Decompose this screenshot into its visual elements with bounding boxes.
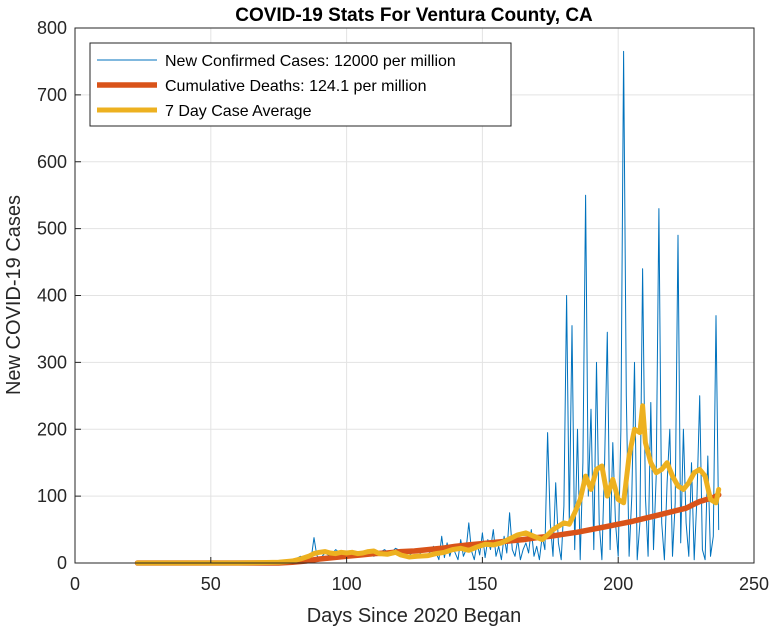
legend-box xyxy=(89,42,512,127)
chart-title: COVID-19 Stats For Ventura County, CA xyxy=(235,5,593,26)
x-axis-label: Days Since 2020 Began xyxy=(307,605,522,627)
y-tick-label: 400 xyxy=(37,286,67,306)
y-tick-label: 700 xyxy=(37,85,67,105)
y-tick-label: 600 xyxy=(37,152,67,172)
y-tick-label: 500 xyxy=(37,219,67,239)
legend: New Confirmed Cases: 12000 per million Cu… xyxy=(89,42,512,127)
legend-entry-cumulative-deaths-label: Cumulative Deaths: 124.1 per million xyxy=(165,78,426,95)
y-tick-label: 100 xyxy=(37,486,67,506)
y-tick-label: 200 xyxy=(37,419,67,439)
x-tick-label: 250 xyxy=(739,574,769,594)
legend-entry-new-cases-label: New Confirmed Cases: 12000 per million xyxy=(165,53,456,70)
x-tick-label: 150 xyxy=(467,574,497,594)
seven-day-average-line xyxy=(135,403,722,566)
x-tick-label: 100 xyxy=(332,574,362,594)
series-layer xyxy=(134,50,722,566)
y-axis-ticks: 0 100 200 300 400 500 600 700 800 xyxy=(37,18,81,573)
y-tick-label: 800 xyxy=(37,18,67,38)
y-tick-label: 0 xyxy=(57,553,67,573)
legend-entry-7-day-average-label: 7 Day Case Average xyxy=(165,103,312,120)
x-axis-ticks: 0 50 100 150 200 250 xyxy=(70,557,769,594)
x-tick-label: 200 xyxy=(603,574,633,594)
x-tick-label: 0 xyxy=(70,574,80,594)
x-tick-label: 50 xyxy=(201,574,221,594)
y-axis-label: New COVID-19 Cases xyxy=(3,195,25,395)
y-tick-label: 300 xyxy=(37,352,67,372)
